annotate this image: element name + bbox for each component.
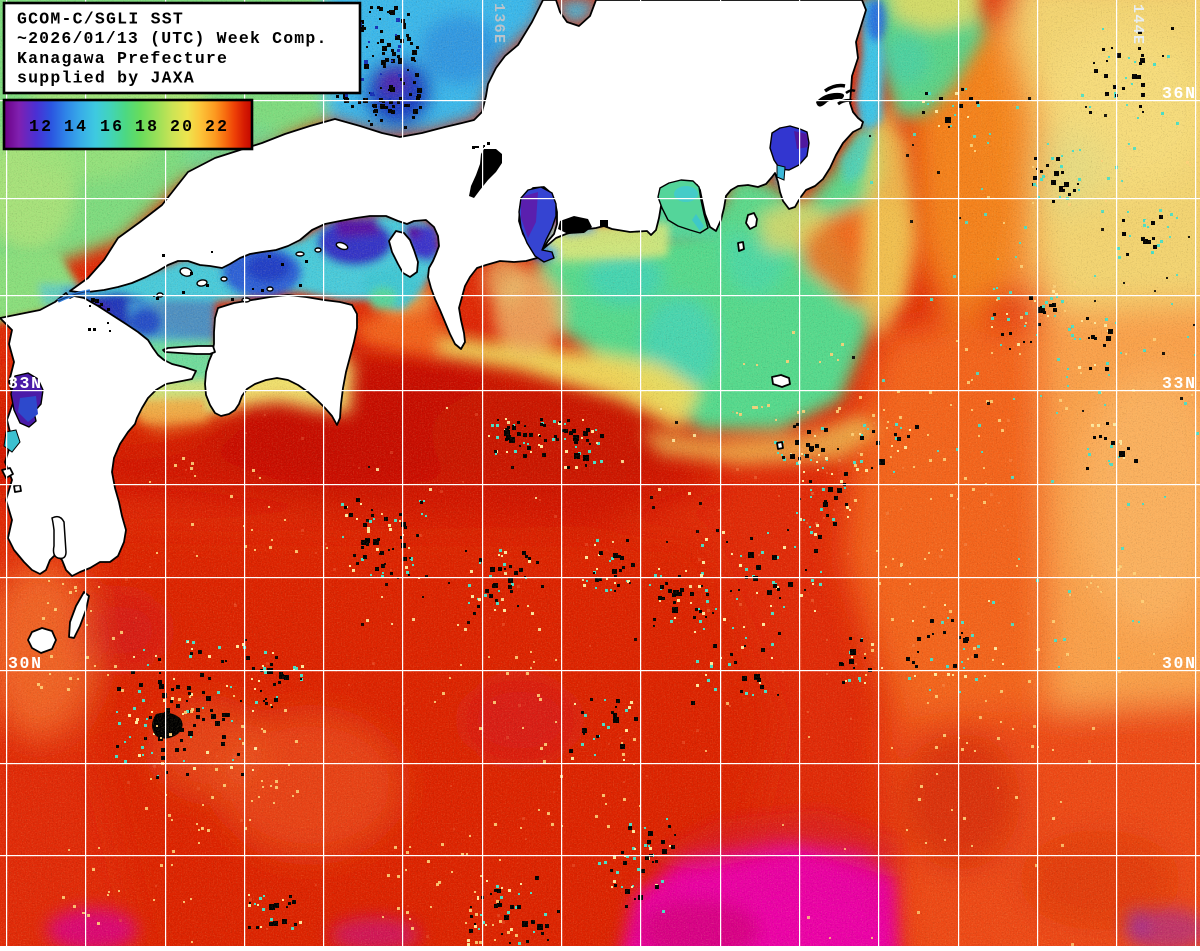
svg-text:30N: 30N [1162,654,1195,673]
svg-text:30N: 30N [8,654,41,673]
svg-text:136E: 136E [490,3,507,43]
svg-text:36N: 36N [1162,84,1195,103]
svg-text:Kanagawa Prefecture: Kanagawa Prefecture [17,49,227,68]
svg-text:supplied by JAXA: supplied by JAXA [17,69,194,88]
svg-text:~2026/01/13 (UTC) Week Comp.: ~2026/01/13 (UTC) Week Comp. [17,29,326,48]
svg-text:33N: 33N [1162,374,1195,393]
svg-text:144E: 144E [1129,4,1146,44]
svg-text:33N: 33N [8,374,41,393]
svg-text:GCOM-C/SGLI SST: GCOM-C/SGLI SST [17,10,183,29]
